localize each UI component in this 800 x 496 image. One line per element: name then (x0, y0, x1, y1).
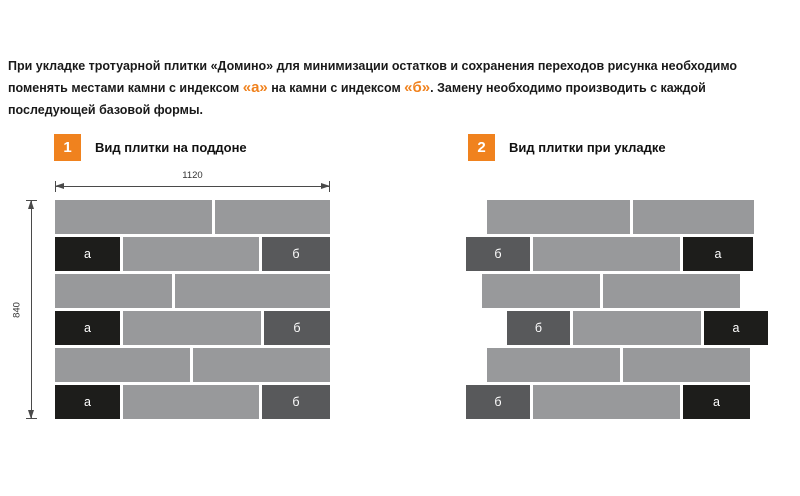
tile-gray (623, 348, 750, 382)
tile-row (487, 348, 776, 382)
tile-row (482, 274, 776, 308)
arrow-up-icon (28, 200, 34, 209)
width-dimension-label: 1120 (178, 170, 207, 181)
index-a-accent: «а» (242, 79, 268, 96)
arrow-left-icon (55, 183, 64, 189)
index-b-accent: «б» (404, 79, 431, 96)
tile-dark_b: б (466, 385, 530, 419)
height-dimension-label: 840 (11, 297, 23, 322)
tile-dark_b: б (507, 311, 570, 345)
tile-row (55, 200, 335, 234)
height-dimension: 840 (11, 200, 37, 419)
tile-gray (55, 200, 212, 234)
tile-gray (633, 200, 754, 234)
section-header-pallet: 1 Вид плитки на поддоне (54, 134, 247, 161)
tile-dark_b: б (466, 237, 530, 271)
intro-part1: При укладке тротуарной плитки «Домино» д… (8, 59, 738, 95)
tile-gray (123, 237, 259, 271)
dimension-line (31, 200, 32, 419)
tile-gray (603, 274, 740, 308)
section-header-laying: 2 Вид плитки при укладке (468, 134, 666, 161)
tile-gray (482, 274, 600, 308)
tile-gray (487, 348, 620, 382)
dimension-line (55, 186, 330, 187)
tile-gray (533, 385, 680, 419)
tile-dark_b: б (262, 237, 330, 271)
tile-dark_a: а (55, 237, 120, 271)
section-number-badge-1: 1 (54, 134, 81, 161)
tile-gray (533, 237, 680, 271)
tile-gray (55, 348, 190, 382)
section-title-laying: Вид плитки при укладке (509, 140, 666, 155)
tile-dark_b: б (264, 311, 330, 345)
intro-text: При укладке тротуарной плитки «Домино» д… (8, 55, 796, 121)
tile-gray (55, 274, 172, 308)
intro-part2: на камни с индексом (267, 81, 405, 95)
arrow-down-icon (28, 410, 34, 419)
tile-gray (215, 200, 330, 234)
width-dimension: 1120 (55, 170, 330, 192)
tile-row (55, 348, 335, 382)
tile-gray (487, 200, 630, 234)
tile-dark_a: а (55, 385, 120, 419)
tile-gray (193, 348, 330, 382)
tile-dark_a: а (55, 311, 120, 345)
tile-gray (123, 385, 259, 419)
tile-gray (573, 311, 701, 345)
tile-dark_a: а (683, 385, 750, 419)
tile-gray (123, 311, 261, 345)
tile-dark_a: а (704, 311, 768, 345)
tile-row (55, 274, 335, 308)
intro-part3: . Замену необходимо производить с каждой… (8, 81, 706, 117)
section-title-pallet: Вид плитки на поддоне (95, 140, 247, 155)
section-number-badge-2: 2 (468, 134, 495, 161)
tile-dark_b: б (262, 385, 330, 419)
tile-gray (175, 274, 330, 308)
tile-row (487, 200, 776, 234)
arrow-right-icon (321, 183, 330, 189)
tile-dark_a: а (683, 237, 753, 271)
